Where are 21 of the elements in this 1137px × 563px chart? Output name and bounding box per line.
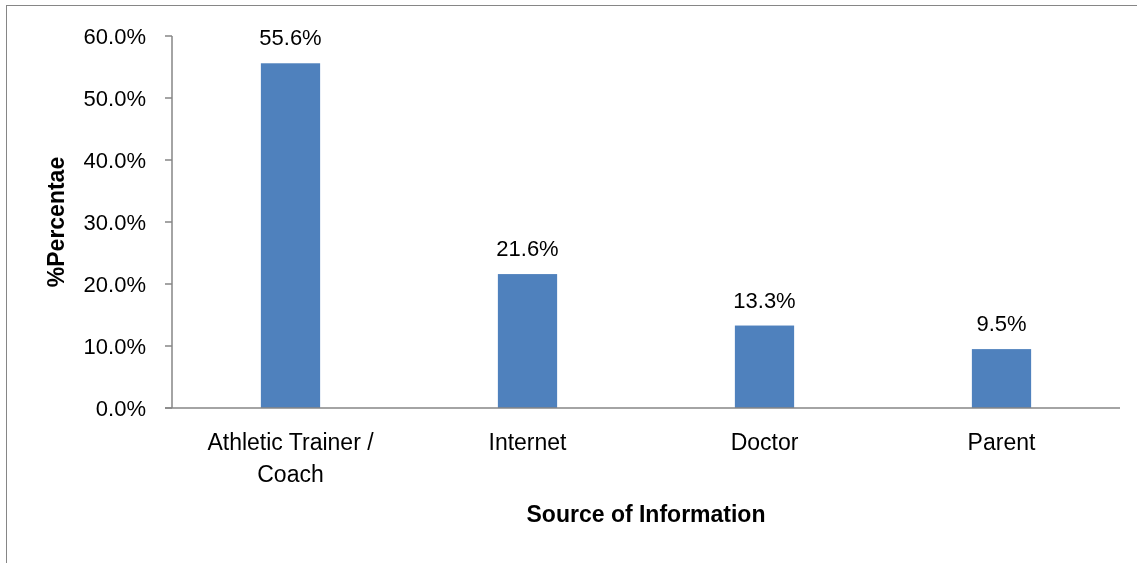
bar — [971, 349, 1032, 408]
x-tick-label: Athletic Trainer / Coach — [207, 429, 375, 487]
data-label: 21.6% — [496, 236, 559, 262]
x-tick-label: Doctor — [730, 429, 799, 455]
y-tick-label: 10.0% — [83, 333, 146, 359]
data-label: 55.6% — [259, 25, 322, 51]
x-tick-label: Internet — [488, 429, 568, 455]
y-tick-label: 40.0% — [83, 147, 146, 173]
bar — [260, 63, 321, 408]
data-label: 13.3% — [733, 287, 796, 313]
y-tick-label: 50.0% — [83, 85, 146, 111]
bar — [734, 325, 795, 408]
bar — [497, 274, 558, 408]
y-tick-label: 30.0% — [83, 209, 146, 235]
x-axis-title: Source of Information — [526, 501, 766, 527]
y-axis-title: %Percentae — [43, 156, 69, 288]
y-tick-label: 0.0% — [95, 395, 146, 421]
x-tick-label: Parent — [967, 429, 1036, 455]
y-tick-label: 60.0% — [83, 23, 146, 49]
data-label: 9.5% — [976, 311, 1027, 337]
y-tick-label: 20.0% — [83, 271, 146, 297]
